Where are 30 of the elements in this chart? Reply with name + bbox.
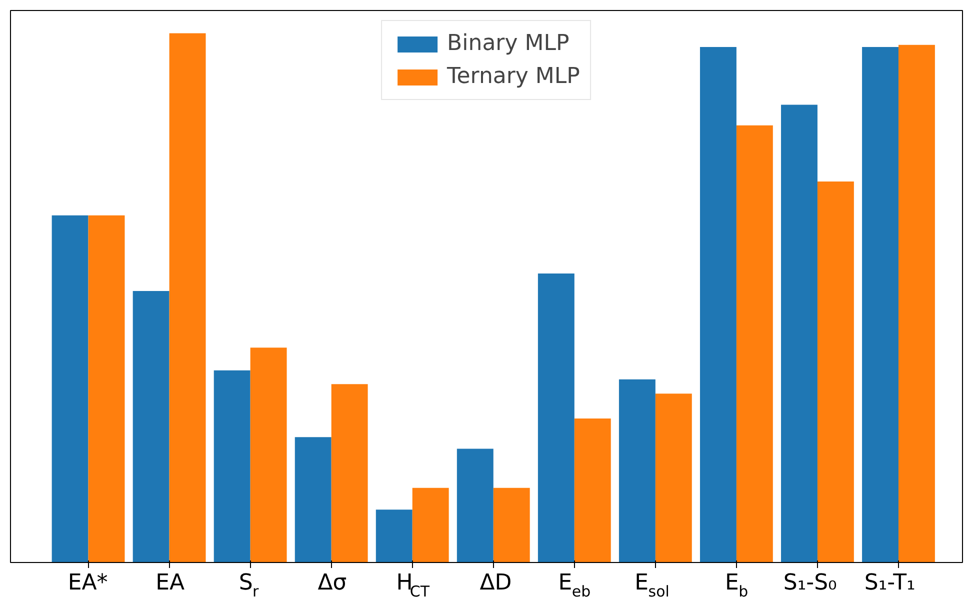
x-tick-label: EA* (68, 570, 108, 596)
bar (700, 47, 736, 562)
bar (412, 488, 449, 562)
x-tick-label: S₁-S₀ (783, 570, 838, 596)
bar (574, 418, 611, 562)
bar (294, 437, 332, 562)
x-tick-label: Δσ (318, 570, 347, 596)
bar (898, 44, 935, 562)
bar (655, 394, 692, 562)
bar (88, 215, 125, 562)
bar (132, 291, 170, 562)
bar (781, 104, 818, 562)
bar (376, 510, 412, 562)
legend-label: Ternary MLP (447, 64, 580, 89)
bar (736, 125, 773, 562)
bar (817, 181, 854, 562)
bar (331, 384, 368, 562)
bar (456, 448, 494, 562)
bar (862, 47, 898, 562)
bar (538, 274, 574, 562)
bar (169, 33, 206, 562)
bar (250, 348, 287, 562)
bar (52, 215, 88, 562)
bar (214, 370, 250, 562)
bar (618, 379, 656, 562)
x-tick-label: EA (156, 570, 185, 596)
legend-label: Binary MLP (447, 31, 570, 56)
x-tick-label: S₁-T₁ (864, 570, 916, 596)
x-tick-label: ΔD (480, 570, 512, 596)
bar (493, 488, 530, 562)
